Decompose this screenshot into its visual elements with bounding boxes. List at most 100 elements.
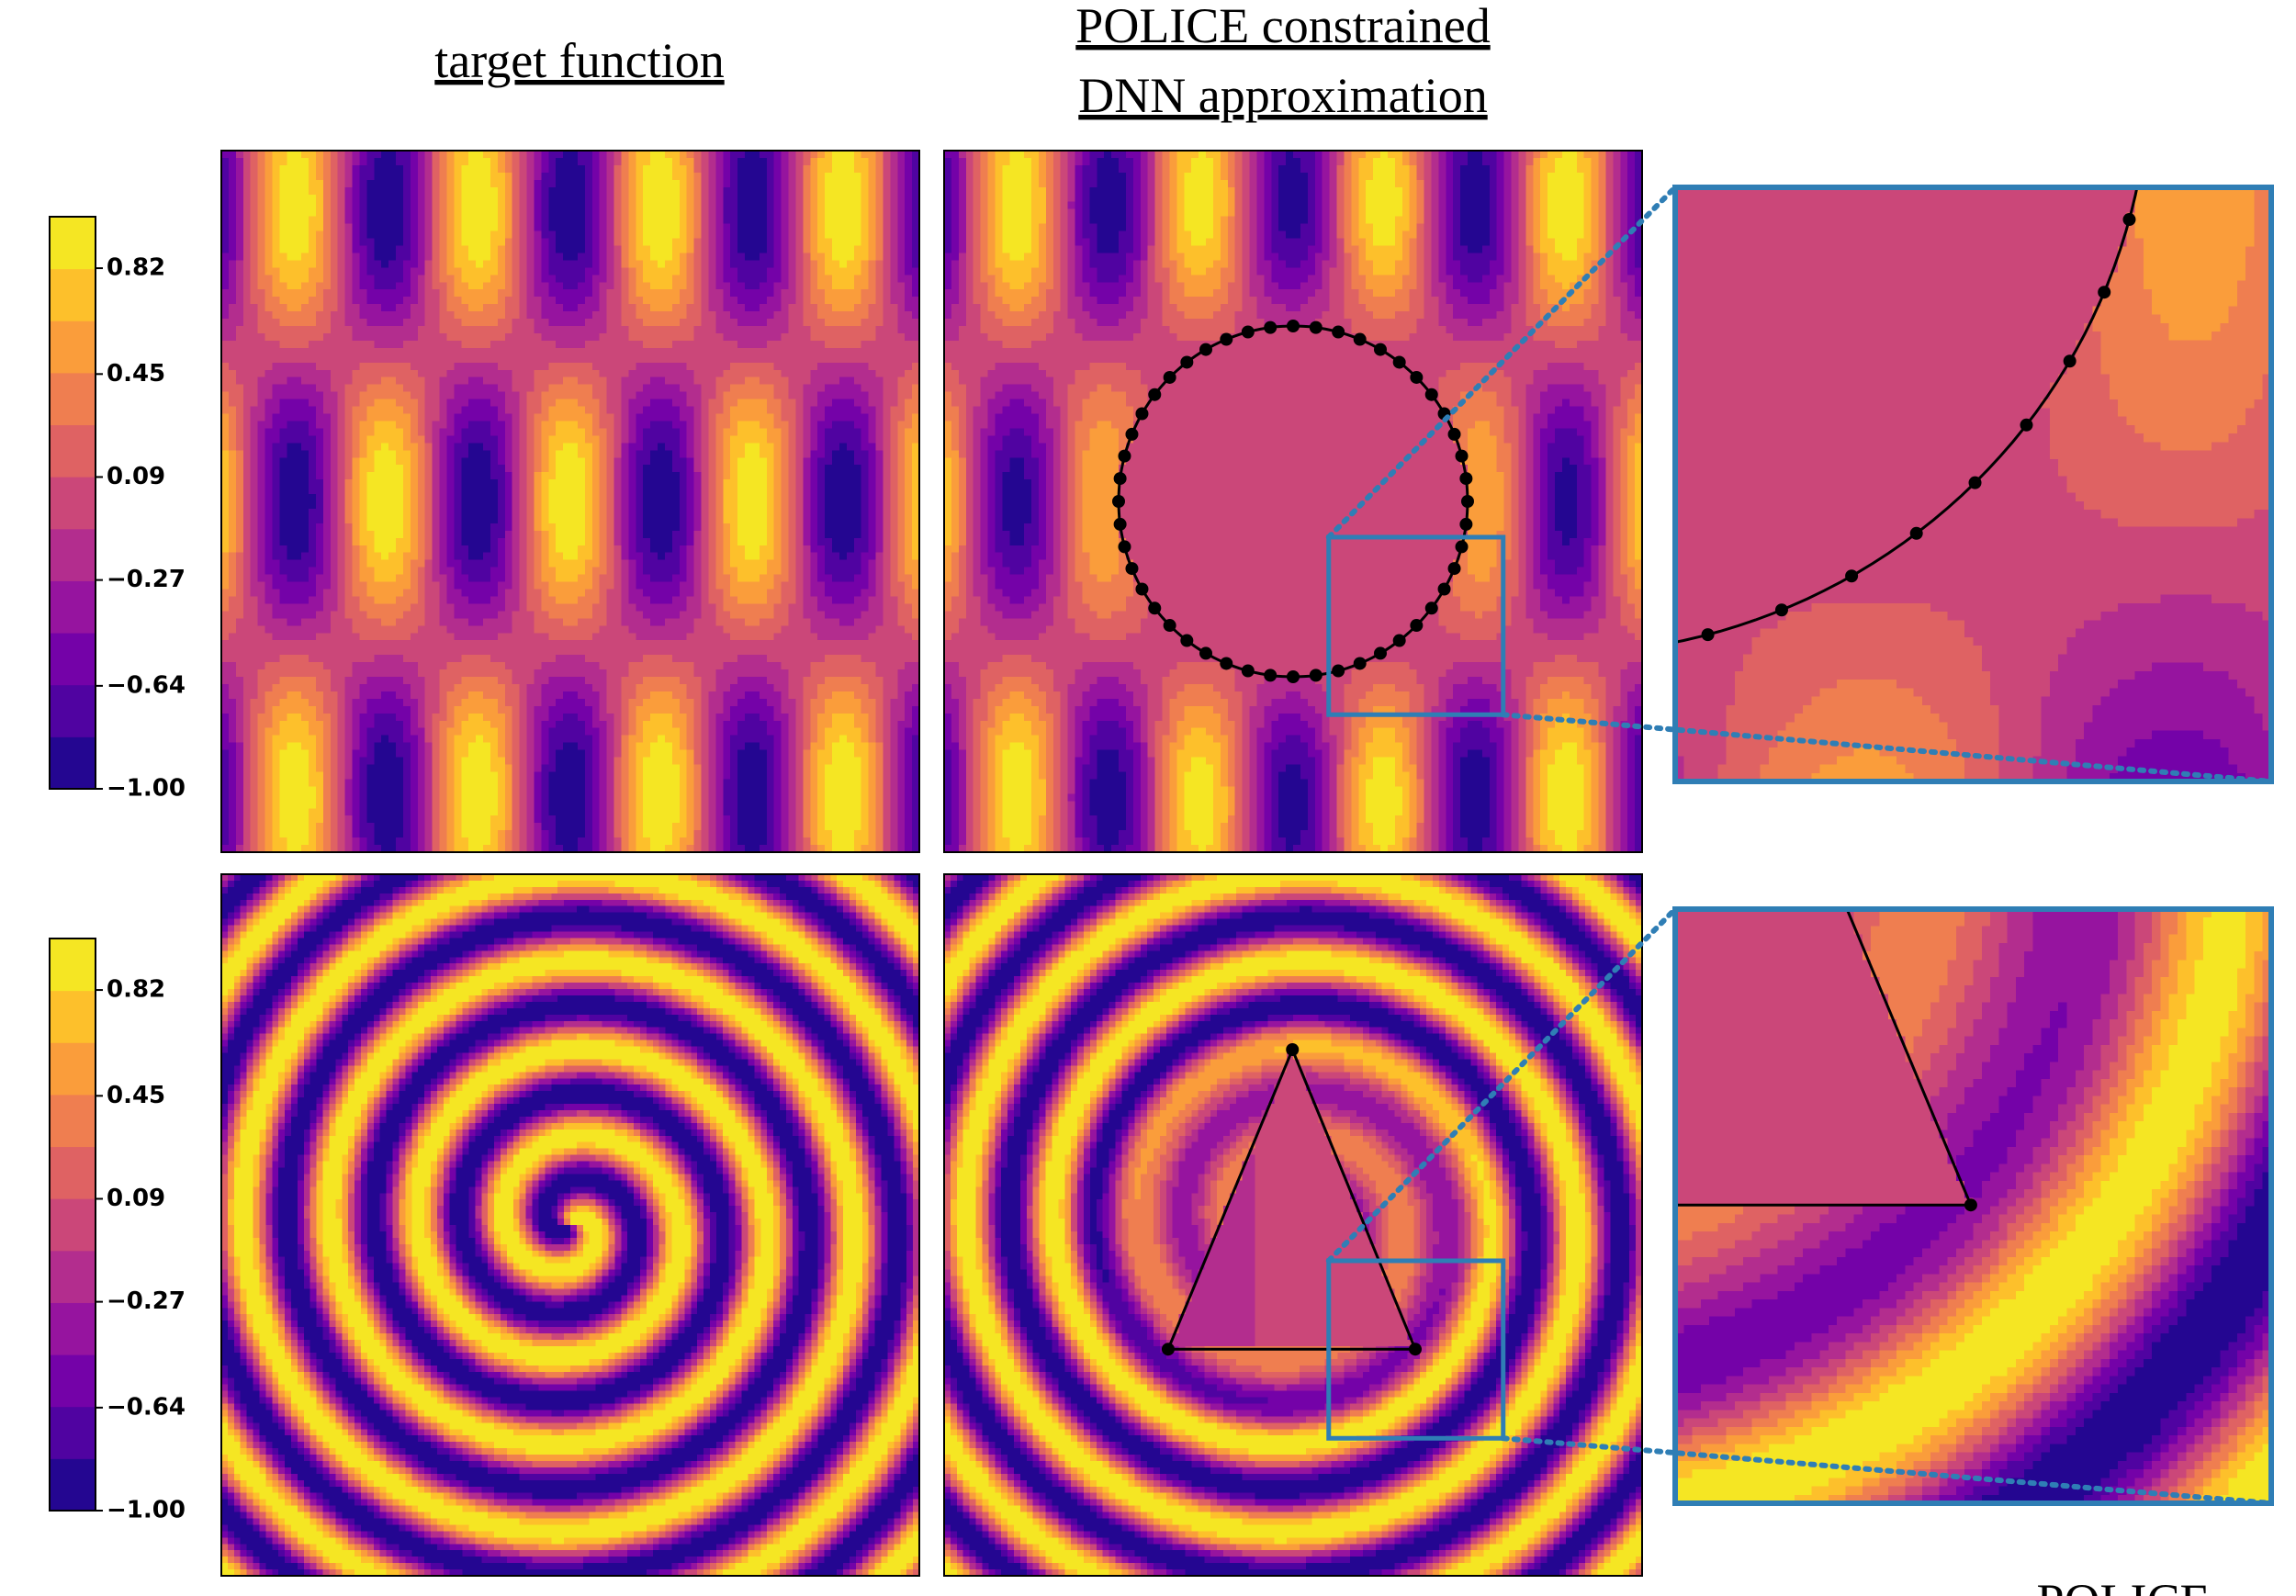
contour-cell: [301, 151, 310, 159]
contour-cell: [301, 180, 310, 188]
contour-cell: [636, 187, 644, 196]
contour-cell: [847, 151, 855, 159]
contour-cell: [433, 195, 441, 203]
contour-cell: [331, 151, 339, 159]
contour-cell: [476, 187, 484, 196]
contour-cell: [578, 173, 586, 181]
contour-cell: [665, 187, 673, 196]
contour-cell: [702, 158, 710, 166]
contour-cell: [817, 187, 826, 196]
contour-cell: [338, 187, 346, 196]
contour-cell: [636, 195, 644, 203]
contour-cell: [817, 195, 826, 203]
contour-cell: [723, 180, 731, 188]
contour-cell: [301, 202, 310, 210]
contour-cell: [694, 151, 703, 159]
contour-cell: [287, 231, 295, 240]
contour-cell: [774, 187, 782, 196]
contour-cell: [403, 202, 411, 210]
contour-cell: [876, 202, 884, 210]
contour-cell: [563, 209, 571, 218]
contour-cell: [861, 187, 870, 196]
contour-cell: [221, 224, 230, 232]
contour-cell: [359, 165, 367, 174]
contour-cell: [774, 173, 782, 181]
contour-cell: [817, 151, 826, 159]
contour-cell: [221, 158, 230, 166]
contour-cell: [440, 224, 448, 232]
contour-cell: [702, 209, 710, 218]
contour-cell: [847, 217, 855, 225]
contour-cell: [258, 202, 266, 210]
contour-cell: [258, 180, 266, 188]
contour-cell: [628, 158, 636, 166]
contour-cell: [658, 202, 666, 210]
contour-cell: [468, 151, 477, 159]
contour-cell: [229, 224, 237, 232]
contour-cell: [440, 151, 448, 159]
contour-cell: [715, 209, 724, 218]
contour-cell: [374, 180, 382, 188]
contour-cell: [643, 224, 651, 232]
contour-cell: [708, 151, 716, 159]
contour-cell: [803, 173, 811, 181]
contour-cell: [272, 202, 280, 210]
contour-cell: [229, 202, 237, 210]
contour-cell: [403, 158, 411, 166]
contour-cell: [294, 202, 302, 210]
contour-cell: [839, 180, 848, 188]
contour-cell: [476, 202, 484, 210]
contour-cell: [752, 202, 760, 210]
contour-cell: [636, 224, 644, 232]
contour-cell: [774, 151, 782, 159]
contour-cell: [490, 202, 499, 210]
contour-cell: [621, 151, 629, 159]
contour-cell: [600, 209, 608, 218]
contour-cell: [672, 151, 681, 159]
contour-cell: [680, 165, 688, 174]
contour-cell: [869, 180, 877, 188]
contour-cell: [411, 187, 419, 196]
contour-cell: [366, 180, 375, 188]
contour-cell: [527, 187, 535, 196]
contour-cell: [541, 195, 549, 203]
contour-cell: [483, 202, 491, 210]
contour-cell: [396, 158, 404, 166]
contour-cell: [876, 151, 884, 159]
contour-cell: [548, 187, 557, 196]
contour-cell: [563, 158, 571, 166]
contour-cell: [890, 180, 898, 188]
contour-cell: [498, 224, 506, 232]
contour-cell: [323, 224, 332, 232]
contour-cell: [883, 195, 891, 203]
contour-cell: [388, 209, 397, 218]
contour-cell: [374, 224, 382, 232]
contour-cell: [309, 231, 317, 240]
contour-cell: [861, 158, 870, 166]
contour-cell: [803, 195, 811, 203]
contour-cell: [229, 209, 237, 218]
contour-cell: [396, 195, 404, 203]
contour-cell: [403, 187, 411, 196]
contour-cell: [839, 202, 848, 210]
contour-cell: [737, 202, 746, 210]
contour-cell: [687, 173, 695, 181]
contour-cell: [563, 151, 571, 159]
contour-cell: [374, 158, 382, 166]
contour-cell: [433, 173, 441, 181]
contour-cell: [236, 217, 244, 225]
contour-cell: [730, 224, 738, 232]
contour-cell: [359, 158, 367, 166]
contour-cell: [694, 217, 703, 225]
contour-cell: [730, 165, 738, 174]
contour-cell: [614, 173, 623, 181]
contour-cell: [461, 202, 469, 210]
contour-cell: [680, 224, 688, 232]
contour-cell: [861, 173, 870, 181]
contour-cell: [461, 217, 469, 225]
contour-cell: [527, 202, 535, 210]
contour-cell: [715, 165, 724, 174]
contour-cell: [614, 187, 623, 196]
contour-cell: [461, 158, 469, 166]
contour-cell: [570, 158, 579, 166]
